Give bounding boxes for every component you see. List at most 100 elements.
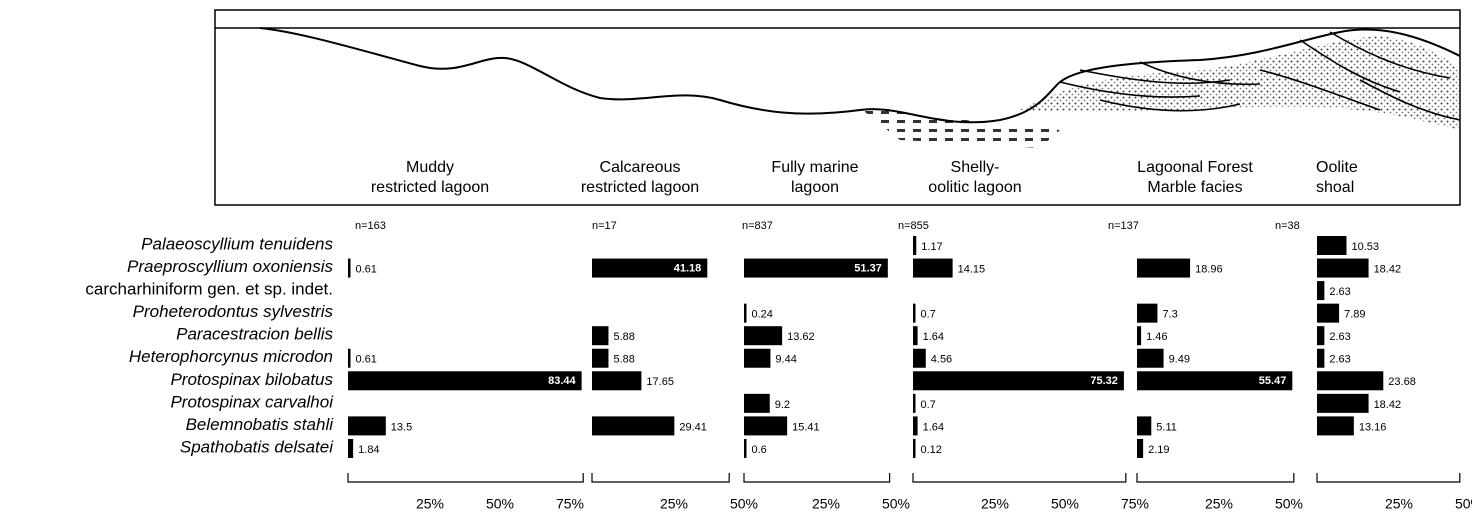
x-axis <box>347 473 584 483</box>
bar <box>1317 236 1347 255</box>
value-label: 29.41 <box>679 421 707 433</box>
value-label: 1.64 <box>923 331 944 343</box>
bar <box>348 371 582 391</box>
x-tick-label: 50% <box>1455 496 1472 512</box>
species-label: Heterophorcynus microdon <box>129 347 333 366</box>
value-label: 7.89 <box>1344 309 1365 321</box>
species-label: Paracestracion bellis <box>176 325 333 344</box>
species-label: Spathobatis delsatei <box>180 437 334 456</box>
bar <box>913 438 916 458</box>
species-label: Protospinax bilobatus <box>170 370 333 389</box>
x-tick-label: 50% <box>882 496 910 512</box>
panel-title: Calcareous <box>600 159 681 176</box>
bar <box>913 258 953 278</box>
bar <box>1137 416 1152 436</box>
value-label: 10.53 <box>1351 241 1379 253</box>
bar <box>592 371 642 391</box>
bar <box>592 416 675 436</box>
bar <box>348 258 351 278</box>
value-label: 13.16 <box>1359 421 1387 433</box>
value-label: 0.24 <box>752 309 773 321</box>
value-label: 5.88 <box>613 331 634 343</box>
value-label: 13.5 <box>391 421 412 433</box>
bar <box>592 348 609 368</box>
sample-size: n=837 <box>742 220 773 232</box>
panel-title: Lagoonal Forest <box>1137 159 1253 176</box>
value-label: 1.46 <box>1146 331 1167 343</box>
value-label: 83.44 <box>548 375 576 387</box>
panel-title: Shelly- <box>951 159 1000 176</box>
species-label: Proheterodontus sylvestris <box>133 302 334 321</box>
value-label: 2.63 <box>1329 354 1350 366</box>
x-axis <box>1136 473 1295 483</box>
value-label: 1.17 <box>921 241 942 253</box>
bar <box>1317 326 1325 346</box>
value-label: 9.44 <box>775 354 796 366</box>
x-tick-label: 75% <box>1121 496 1149 512</box>
bar <box>744 303 747 323</box>
x-tick-label: 25% <box>660 496 688 512</box>
bar <box>1137 348 1164 368</box>
value-label: 9.49 <box>1169 354 1190 366</box>
value-label: 1.64 <box>923 421 944 433</box>
panel-title: Fully marine <box>771 159 858 176</box>
value-label: 0.6 <box>752 444 767 456</box>
value-label: 0.61 <box>356 354 377 366</box>
x-tick-label: 50% <box>1275 496 1303 512</box>
bar <box>744 438 747 458</box>
cross-section <box>214 9 1461 206</box>
bar <box>744 258 888 278</box>
x-tick-label: 25% <box>981 496 1009 512</box>
bar <box>913 326 918 346</box>
x-tick-label: 25% <box>1205 496 1233 512</box>
panel-title: restricted lagoon <box>581 179 699 196</box>
value-label: 23.68 <box>1388 376 1416 388</box>
value-label: 0.61 <box>356 263 377 275</box>
value-label: 5.88 <box>613 354 634 366</box>
value-label: 18.42 <box>1374 399 1402 411</box>
bar <box>913 371 1124 391</box>
bar <box>1137 371 1293 391</box>
x-tick-label: 25% <box>1385 496 1413 512</box>
value-label: 2.63 <box>1329 331 1350 343</box>
value-label: 1.84 <box>358 444 379 456</box>
value-label: 55.47 <box>1259 375 1287 387</box>
value-label: 2.63 <box>1329 286 1350 298</box>
species-label: carcharhiniform gen. et sp. indet. <box>85 280 333 299</box>
value-label: 75.32 <box>1090 375 1118 387</box>
value-label: 0.7 <box>921 309 936 321</box>
species-label: Palaeoscyllium tenuidens <box>141 234 333 253</box>
x-axis <box>912 473 1127 483</box>
value-label: 14.15 <box>958 263 986 275</box>
value-label: 18.96 <box>1195 263 1223 275</box>
species-label: Belemnobatis stahli <box>186 415 335 434</box>
value-label: 9.2 <box>775 399 790 411</box>
x-tick-label: 75% <box>556 496 584 512</box>
bar <box>1317 393 1369 413</box>
panel-title: Oolite <box>1316 159 1358 176</box>
sample-size: n=855 <box>898 220 929 232</box>
bar <box>744 348 771 368</box>
x-axis <box>591 473 730 483</box>
value-label: 13.62 <box>787 331 815 343</box>
sample-size: n=17 <box>592 220 617 232</box>
panel-title: restricted lagoon <box>371 179 489 196</box>
bar <box>1137 258 1191 278</box>
sample-size: n=163 <box>355 220 386 232</box>
x-tick-label: 25% <box>416 496 444 512</box>
x-tick-label: 25% <box>812 496 840 512</box>
panel-title: Muddy <box>406 159 454 176</box>
bar <box>1137 303 1158 323</box>
value-label: 0.7 <box>921 399 936 411</box>
bar <box>744 326 783 346</box>
value-label: 4.56 <box>931 354 952 366</box>
value-label: 2.19 <box>1148 444 1169 456</box>
bar <box>1317 258 1369 278</box>
value-label: 17.65 <box>646 376 674 388</box>
bar <box>1137 438 1144 458</box>
value-label: 5.11 <box>1156 421 1177 433</box>
panel-title: shoal <box>1316 179 1354 196</box>
bar <box>744 393 770 413</box>
